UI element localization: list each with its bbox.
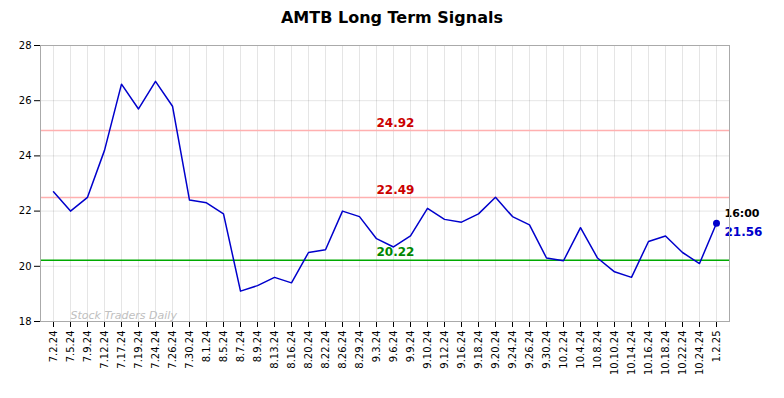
svg-text:7.17.24: 7.17.24 xyxy=(116,331,127,369)
svg-text:16:00: 16:00 xyxy=(724,207,760,221)
svg-text:20: 20 xyxy=(19,261,32,272)
svg-text:9.24.24: 9.24.24 xyxy=(507,331,518,369)
svg-text:22: 22 xyxy=(19,205,32,216)
svg-text:9.30.24: 9.30.24 xyxy=(541,331,552,369)
svg-text:10.2.24: 10.2.24 xyxy=(558,331,569,369)
svg-text:10.10.24: 10.10.24 xyxy=(609,331,620,376)
svg-text:7.19.24: 7.19.24 xyxy=(133,331,144,369)
svg-text:Stock Traders Daily: Stock Traders Daily xyxy=(71,309,178,322)
svg-text:21.56: 21.56 xyxy=(725,225,763,239)
svg-text:9.10.24: 9.10.24 xyxy=(422,331,433,369)
svg-text:8.1.24: 8.1.24 xyxy=(201,331,212,363)
svg-text:28: 28 xyxy=(19,40,32,51)
svg-text:10.24.24: 10.24.24 xyxy=(694,331,705,376)
svg-text:8.9.24: 8.9.24 xyxy=(252,331,263,363)
svg-text:8.22.24: 8.22.24 xyxy=(320,331,331,369)
svg-text:9.20.24: 9.20.24 xyxy=(490,331,501,369)
svg-text:7.24.24: 7.24.24 xyxy=(150,331,161,369)
html-text:AMTB Long Term Signals: AMTB Long Term Signals xyxy=(281,8,503,27)
svg-text:8.7.24: 8.7.24 xyxy=(235,331,246,363)
svg-text:8.16.24: 8.16.24 xyxy=(286,331,297,369)
svg-text:20.22: 20.22 xyxy=(377,245,415,259)
svg-text:10.4.24: 10.4.24 xyxy=(575,331,586,369)
svg-text:26: 26 xyxy=(19,95,32,106)
svg-text:9.18.24: 9.18.24 xyxy=(473,331,484,369)
svg-text:7.9.24: 7.9.24 xyxy=(82,331,93,363)
svg-text:7.12.24: 7.12.24 xyxy=(99,331,110,369)
svg-text:18: 18 xyxy=(19,316,32,327)
svg-text:1.2.25: 1.2.25 xyxy=(711,331,722,363)
svg-text:10.22.24: 10.22.24 xyxy=(677,331,688,376)
svg-text:8.29.24: 8.29.24 xyxy=(354,331,365,369)
svg-text:9.26.24: 9.26.24 xyxy=(524,331,535,369)
svg-text:10.16.24: 10.16.24 xyxy=(643,331,654,376)
svg-text:8.5.24: 8.5.24 xyxy=(218,331,229,363)
svg-text:24.92: 24.92 xyxy=(377,116,415,130)
svg-text:8.20.24: 8.20.24 xyxy=(303,331,314,369)
svg-text:7.30.24: 7.30.24 xyxy=(184,331,195,369)
svg-text:8.13.24: 8.13.24 xyxy=(269,331,280,369)
svg-text:10.18.24: 10.18.24 xyxy=(660,331,671,376)
svg-text:9.6.24: 9.6.24 xyxy=(388,331,399,363)
svg-text:7.5.24: 7.5.24 xyxy=(65,331,76,363)
svg-text:9.16.24: 9.16.24 xyxy=(456,331,467,369)
svg-text:9.12.24: 9.12.24 xyxy=(439,331,450,369)
svg-text:9.3.24: 9.3.24 xyxy=(371,331,382,363)
svg-text:8.26.24: 8.26.24 xyxy=(337,331,348,369)
svg-text:22.49: 22.49 xyxy=(377,183,415,197)
svg-text:24: 24 xyxy=(19,150,32,161)
svg-text:10.14.24: 10.14.24 xyxy=(626,331,637,376)
svg-text:7.26.24: 7.26.24 xyxy=(167,331,178,369)
svg-text:9.9.24: 9.9.24 xyxy=(405,331,416,363)
svg-text:10.8.24: 10.8.24 xyxy=(592,331,603,369)
svg-text:7.2.24: 7.2.24 xyxy=(48,331,59,363)
